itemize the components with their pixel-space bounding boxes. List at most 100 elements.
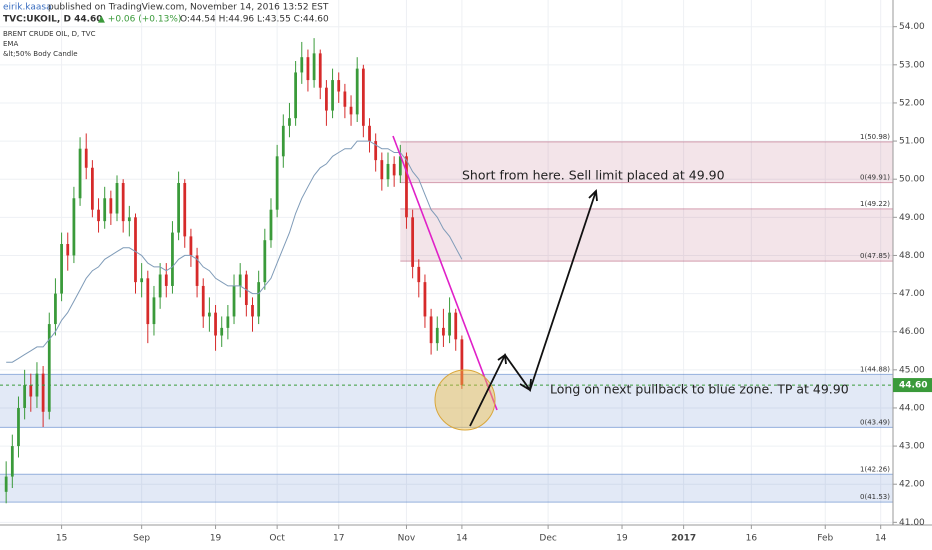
candle-body	[158, 274, 162, 298]
candle-body	[183, 183, 187, 237]
candle-body	[115, 183, 119, 214]
y-tick-label: 45.00	[899, 365, 925, 375]
y-tick-label: 50.00	[899, 175, 925, 185]
y-tick-label: 41.00	[899, 518, 925, 528]
published: published on TradingView.com, November 1…	[48, 3, 329, 13]
candle-body	[109, 198, 113, 214]
candle-body	[66, 244, 70, 256]
y-tick-label: 52.00	[899, 98, 925, 108]
candle-body	[423, 282, 427, 317]
candle-body	[54, 293, 57, 325]
trend-line	[392, 135, 498, 411]
x-tick-label: Nov	[398, 534, 416, 544]
candle-body	[318, 53, 322, 88]
y-tick-label: 44.00	[899, 403, 925, 413]
x-tick-label: Sep	[133, 534, 150, 544]
candle-body	[29, 385, 33, 397]
candle-body	[189, 236, 193, 256]
candle-body	[121, 183, 125, 222]
candle-body	[312, 53, 316, 81]
candle-body	[386, 163, 390, 180]
ema-line	[6, 140, 463, 363]
ohlc-text: O:44.54 H:44.96 L:43.55 C:44.60	[180, 15, 329, 25]
candle-body	[226, 316, 230, 328]
candle-body	[417, 266, 421, 283]
candle-body	[171, 232, 174, 286]
zones: 1(50.98) 0(49.91) 1(49.22) 0(47.85) 1(44.88)…	[0, 133, 893, 503]
annotation: Short from here. Sell limit placed at 49…	[462, 168, 725, 183]
candle-body	[368, 125, 371, 142]
candle-body	[238, 274, 242, 286]
y-tick-label: 54.00	[899, 22, 925, 32]
candle-body	[331, 80, 334, 111]
candle-body	[306, 57, 310, 81]
candle-body	[90, 167, 94, 210]
x-tick-label: 14	[456, 534, 468, 544]
candle-body	[72, 198, 76, 256]
path-arrow	[469, 190, 597, 427]
candle-body	[355, 68, 359, 115]
candle-body	[251, 305, 254, 317]
zone-label: 0(41.53)	[860, 493, 890, 501]
candle-body	[23, 385, 27, 408]
zone	[0, 474, 893, 503]
candle-body	[152, 297, 156, 325]
candle-body	[294, 72, 297, 119]
x-tick-label: 2017	[671, 534, 696, 544]
y-tick-label: 53.00	[899, 60, 925, 70]
candle-body	[300, 57, 304, 73]
axes: 41.00 42.00 43.00 44.00 45.00 46.00 47.00 48.00…	[56, 22, 932, 544]
zone-label: 1(50.98)	[860, 133, 890, 141]
candle-body	[201, 285, 205, 317]
last-price-label: 44.60	[899, 381, 927, 391]
x-tick-label: 16	[746, 534, 758, 544]
candle-body	[17, 407, 20, 447]
candle-body	[343, 91, 347, 107]
candle-body	[214, 312, 217, 336]
candle-body	[220, 327, 224, 336]
candle-body	[442, 327, 445, 336]
x-tick-label: 14	[875, 534, 887, 544]
candle-body	[47, 324, 51, 412]
zone-label: 0(43.49)	[860, 418, 890, 426]
candle-body	[10, 446, 14, 477]
plot	[0, 38, 893, 504]
candle-body	[429, 316, 433, 344]
candle-body	[405, 156, 408, 218]
x-tick-label: Feb	[817, 534, 833, 544]
y-tick-label: 49.00	[899, 213, 925, 223]
arrow-head	[497, 353, 507, 365]
candle-body	[349, 106, 353, 115]
y-tick-label: 47.00	[899, 289, 925, 299]
candle-body	[263, 240, 267, 283]
highlight-circle	[434, 369, 496, 431]
symbol: TVC:UKOIL, D 44.60	[3, 15, 103, 25]
candle-body	[134, 217, 137, 283]
y-tick-label: 43.00	[899, 442, 925, 452]
zone	[0, 374, 893, 428]
candle-body	[448, 312, 451, 336]
candle-body	[460, 339, 464, 386]
zone-label: 1(42.26)	[860, 465, 890, 473]
candle-body	[337, 80, 341, 92]
zone	[400, 208, 893, 262]
y-tick-label: 42.00	[899, 480, 925, 490]
indicator: &lt;50% Body Candle	[3, 50, 78, 58]
candle-body	[127, 217, 131, 222]
arrow-head	[519, 378, 532, 392]
candle-body	[361, 68, 365, 126]
title: BRENT CRUDE OIL, D, TVC	[3, 30, 96, 38]
candle-body	[164, 274, 168, 286]
candle-body	[411, 217, 415, 267]
annotation: Long on next pullback to blue zone. TP a…	[550, 382, 849, 397]
x-tick-label: Dec	[539, 534, 556, 544]
candle-body	[281, 125, 285, 157]
candle-body	[84, 148, 88, 168]
x-tick-label: 15	[56, 534, 67, 544]
zone-label: 0(49.91)	[860, 174, 890, 182]
arrow-head	[588, 189, 598, 202]
y-tick-label: 46.00	[899, 327, 925, 337]
x-tick-label: 17	[333, 534, 344, 544]
